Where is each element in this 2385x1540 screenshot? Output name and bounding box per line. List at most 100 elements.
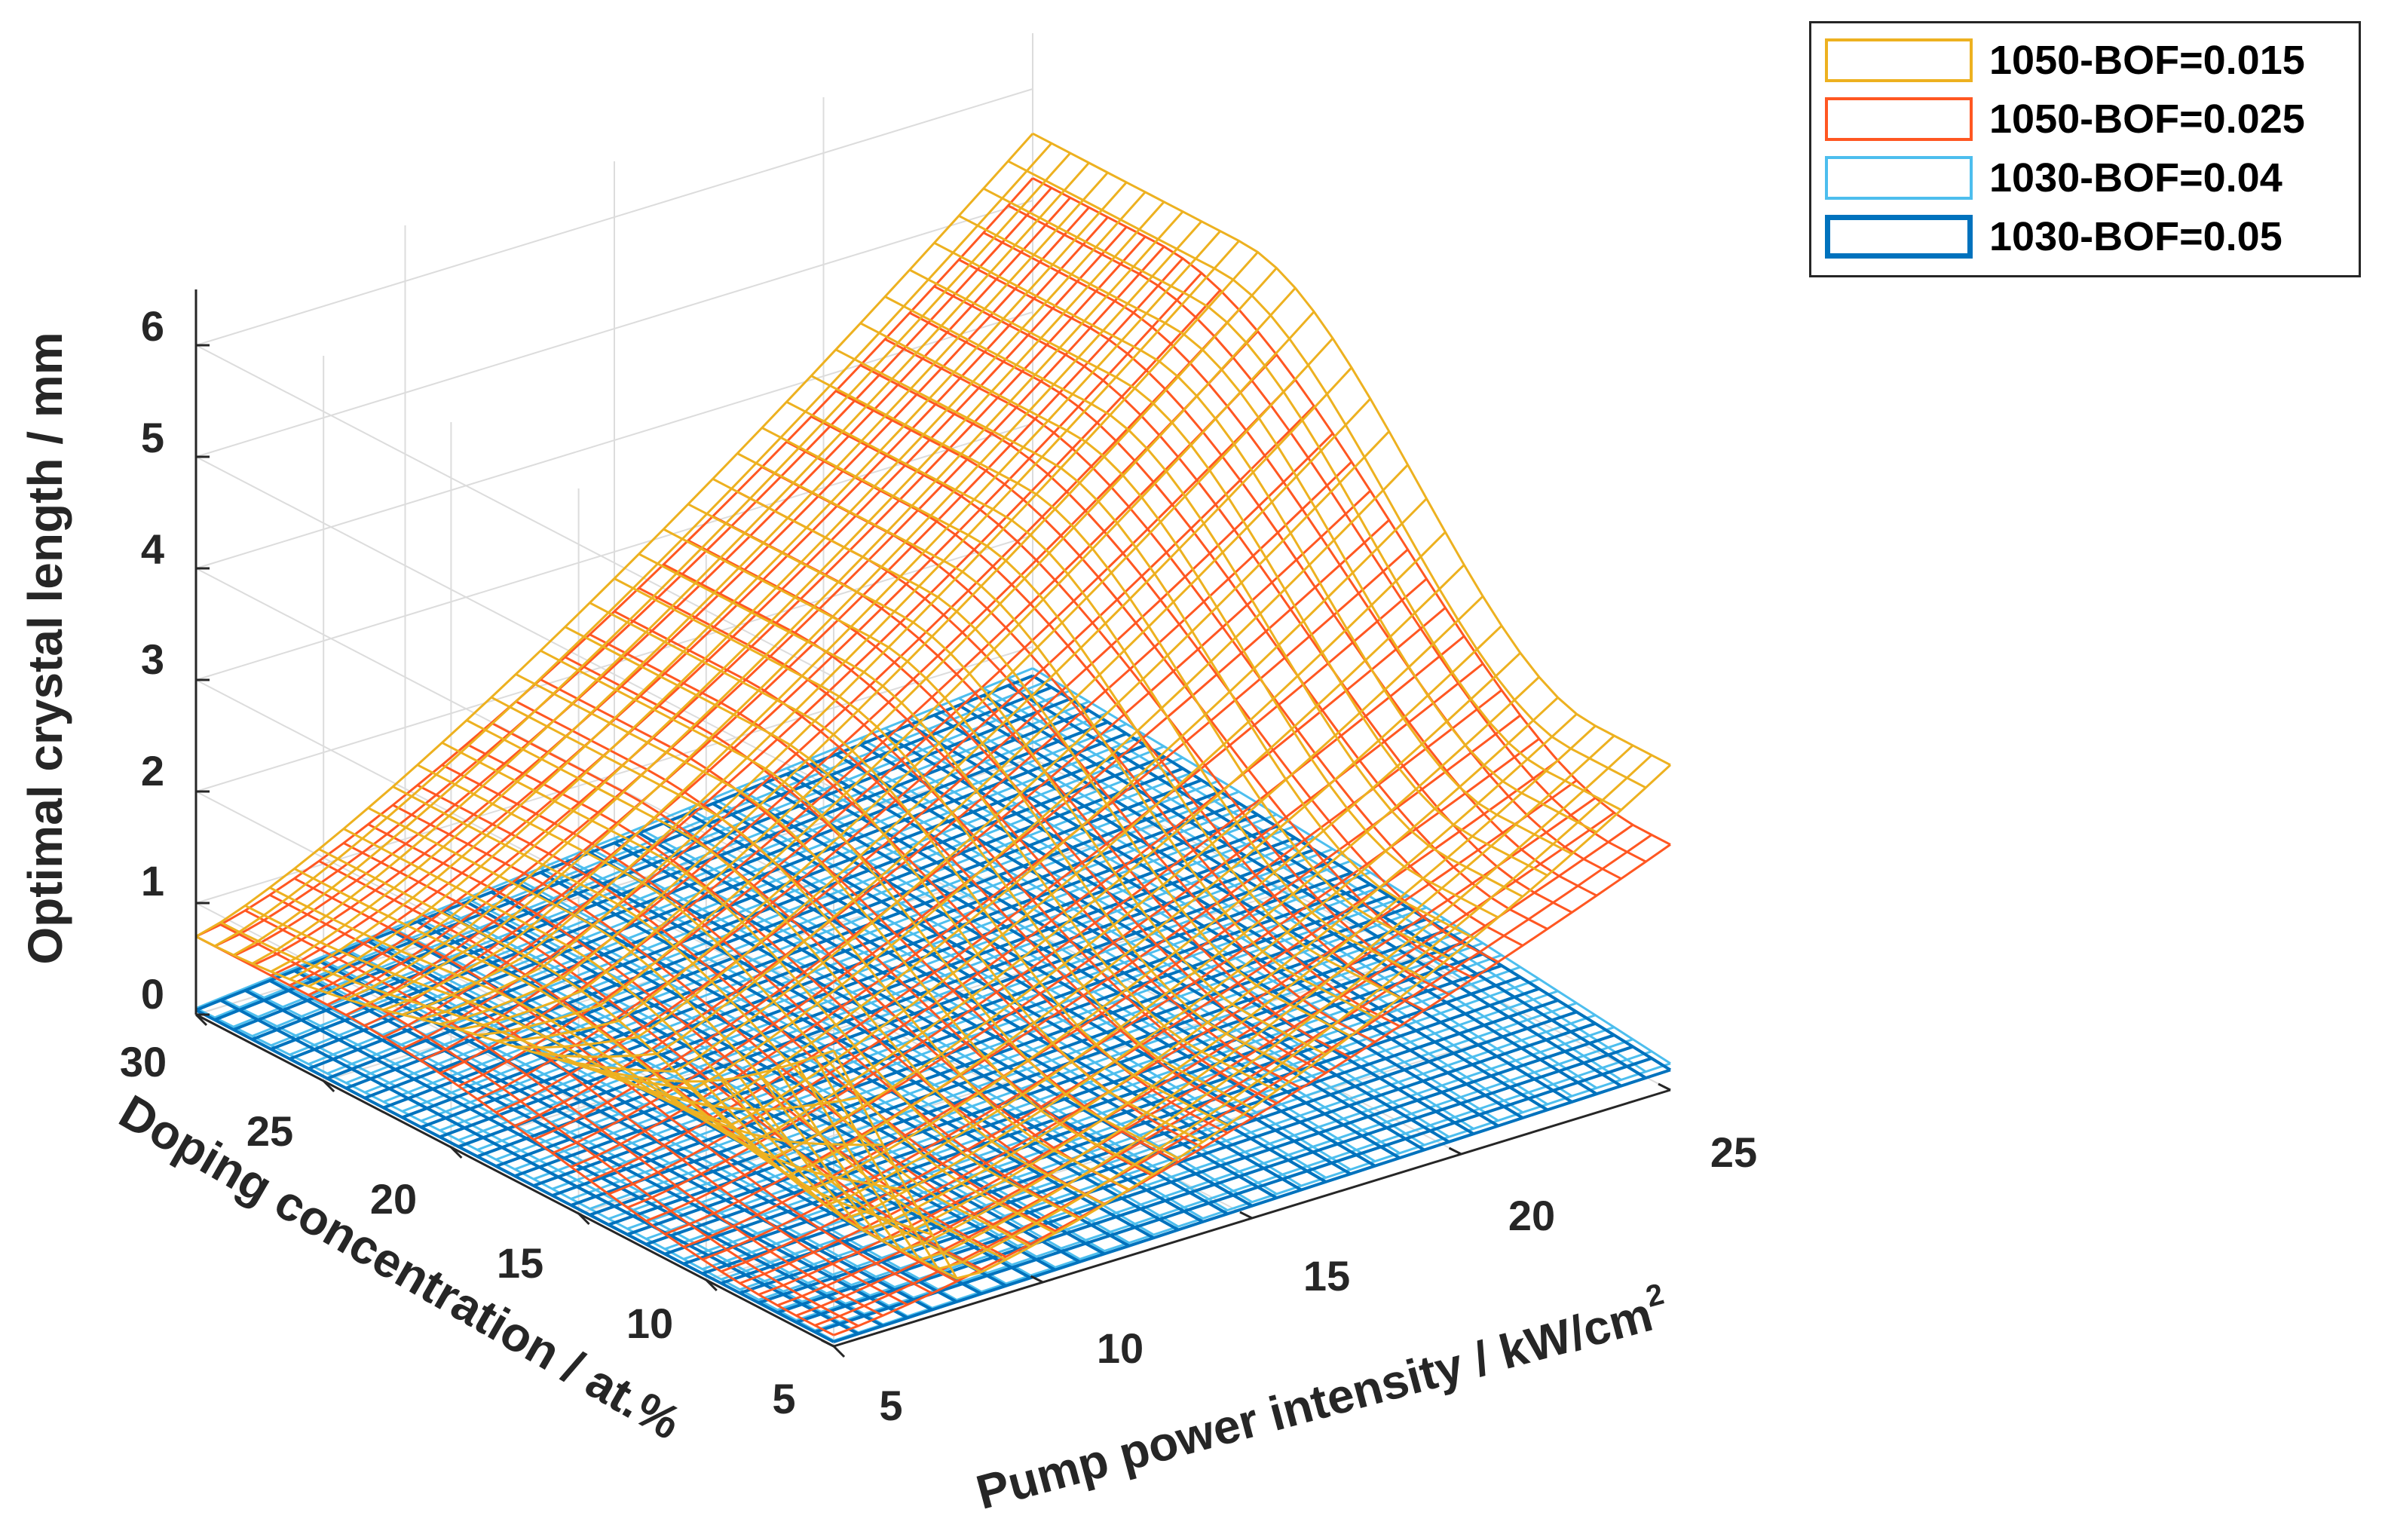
y-tick-label: 30	[120, 1038, 167, 1085]
mesh-line	[195, 177, 1034, 938]
legend-item: 1050-BOF=0.025	[1825, 96, 2305, 142]
y-ticks: 5 10 15 20 25 30	[120, 1038, 796, 1422]
mesh-line	[682, 652, 1521, 1193]
z-axis-label: Optimal crystal length / mm	[18, 332, 72, 964]
legend-label: 1030-BOF=0.04	[1989, 155, 2282, 201]
mesh-line	[814, 1057, 1652, 1334]
mesh-line	[364, 220, 1203, 1006]
x-tick-label: 5	[879, 1382, 902, 1429]
z-tick-label: 4	[141, 525, 164, 573]
z-tick-label: 3	[141, 635, 164, 683]
mesh-line	[402, 308, 1240, 1050]
mesh-line	[571, 464, 1409, 1091]
mesh-line	[495, 859, 1333, 1168]
x-tick-label: 25	[1710, 1128, 1757, 1176]
gridline-left-wall	[195, 344, 834, 678]
mesh-line	[308, 733, 1146, 1065]
mesh-line	[345, 210, 1184, 1000]
mesh-line	[833, 1062, 1671, 1343]
y-tick-mark	[832, 1345, 846, 1358]
axes	[194, 289, 1671, 1358]
mesh-line	[571, 548, 1409, 1168]
x-tick-mark	[1658, 1082, 1671, 1091]
mesh-line	[552, 430, 1390, 1073]
mesh-line	[477, 311, 1315, 1036]
legend-item: 1030-BOF=0.05	[1825, 213, 2282, 260]
legend-swatch-1030-bof-005	[1825, 215, 1973, 259]
mesh-line	[813, 754, 1653, 1271]
x-tick-mark	[1239, 1211, 1253, 1220]
mesh-line	[739, 713, 1578, 1232]
mesh-line	[608, 531, 1447, 1126]
x-tick-mark	[1448, 1147, 1462, 1156]
legend: 1050-BOF=0.015 1050-BOF=0.025 1030-BOF=0…	[1809, 21, 2361, 277]
mesh-line	[721, 759, 1559, 1273]
mesh-line	[645, 952, 1483, 1246]
legend-swatch-1030-bof-004	[1825, 156, 1973, 200]
mesh-line	[233, 152, 1071, 957]
mesh-line	[664, 625, 1503, 1177]
mesh-line	[645, 595, 1484, 1161]
legend-label: 1030-BOF=0.05	[1989, 214, 2282, 259]
y-tick-label: 25	[246, 1107, 293, 1155]
x-tick-label: 10	[1097, 1324, 1144, 1372]
mesh-line	[270, 721, 1109, 1051]
mesh-line	[701, 676, 1540, 1207]
mesh-line	[533, 883, 1371, 1187]
y-axis-line	[195, 1013, 834, 1348]
mesh-line	[214, 187, 1053, 948]
mesh-line	[758, 724, 1597, 1242]
legend-swatch-1050-bof-0025	[1825, 97, 1973, 141]
mesh-line	[795, 1045, 1633, 1324]
mesh-line	[251, 207, 1090, 967]
mesh-line	[533, 397, 1371, 1058]
mesh-line	[383, 230, 1221, 1012]
mesh-line	[776, 734, 1615, 1252]
mesh-line	[289, 181, 1128, 981]
mesh-line	[402, 240, 1240, 1016]
mesh-line	[721, 990, 1559, 1281]
mesh-line	[383, 790, 1221, 1110]
mesh-line	[420, 813, 1259, 1129]
x-axis-label-text: Pump power intensity / kW/cm	[971, 1287, 1658, 1520]
z-tick-label: 6	[141, 302, 164, 350]
mesh-line	[270, 712, 1109, 1047]
mesh-line	[233, 197, 1071, 957]
y-tick-mark	[194, 1013, 208, 1027]
z-tick-label: 0	[141, 970, 164, 1018]
mesh-line	[589, 917, 1428, 1217]
mesh-line	[308, 235, 1147, 997]
mesh-line	[794, 744, 1634, 1261]
legend-swatch-1050-bof-0015	[1825, 38, 1973, 82]
y-tick-label: 5	[772, 1375, 795, 1422]
mesh-line	[233, 697, 1071, 1031]
surface-meshes	[195, 132, 1672, 1344]
mesh-line	[326, 246, 1165, 1006]
mesh-line	[289, 226, 1128, 987]
surface-1050-bof-0-015	[195, 132, 1672, 1280]
legend-label: 1050-BOF=0.015	[1989, 38, 2305, 83]
mesh-line	[626, 564, 1465, 1144]
y-tick-label: 20	[370, 1175, 417, 1223]
gridline-left-wall	[195, 456, 834, 789]
y-tick-label: 10	[626, 1300, 673, 1347]
legend-item: 1050-BOF=0.015	[1825, 37, 2305, 84]
mesh-line	[421, 251, 1259, 1021]
y-tick-mark	[577, 1212, 590, 1226]
mesh-line	[270, 216, 1109, 977]
mesh-line	[195, 133, 1034, 938]
mesh-line	[364, 779, 1202, 1100]
gridline-left-wall	[195, 679, 834, 1012]
x-axis-label: Pump power intensity / kW/cm2	[969, 1278, 1674, 1520]
mesh-line	[308, 191, 1147, 987]
mesh-line	[814, 1050, 1652, 1332]
gridline-floor	[823, 822, 1462, 1155]
y-tick-mark	[705, 1278, 718, 1292]
mesh-line	[833, 1068, 1671, 1344]
mesh-line	[439, 267, 1278, 1026]
mesh-line	[345, 257, 1184, 1016]
x-tick-label: 15	[1303, 1252, 1350, 1300]
mesh-line	[776, 811, 1615, 1307]
z-tick-label: 1	[141, 857, 164, 905]
mesh-line	[214, 686, 1052, 1021]
